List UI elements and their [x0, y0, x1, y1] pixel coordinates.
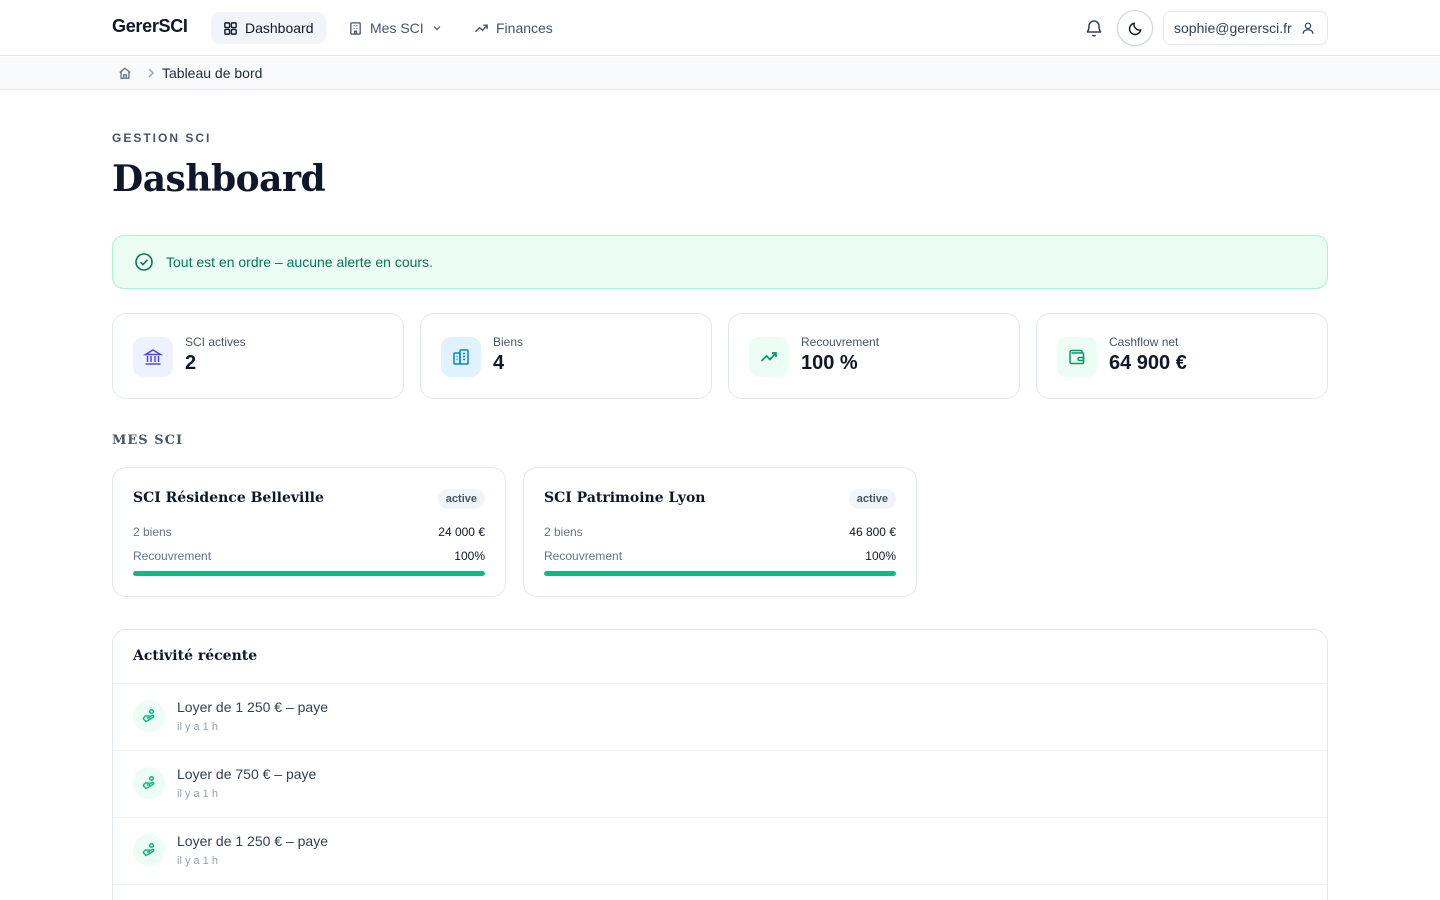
- building-icon: [350, 21, 361, 35]
- progress-fill: [133, 571, 485, 576]
- activity-item[interactable]: Loyer de 1 250 € – paye il y a 1 h: [113, 684, 1327, 751]
- stat-card-recouvrement: Recouvrement 100 %: [728, 313, 1020, 399]
- sci-name: SCI Patrimoine Lyon: [544, 490, 706, 506]
- user-icon: [1302, 22, 1314, 34]
- moon-icon: [1128, 21, 1142, 35]
- status-alert: Tout est en ordre – aucune alerte en cou…: [112, 235, 1328, 289]
- trending-up-icon: [749, 337, 789, 377]
- stat-card-cashflow: Cashflow net 64 900 €: [1036, 313, 1328, 399]
- user-menu-button[interactable]: sophie@gerersci.fr: [1163, 11, 1328, 45]
- recent-activity-panel: Activité récente Loyer de 1 250 € – paye…: [112, 629, 1328, 900]
- breadcrumb-current: Tableau de bord: [162, 65, 263, 81]
- stat-label: Cashflow net: [1109, 335, 1179, 349]
- stat-label: Biens: [493, 335, 524, 349]
- stat-value: 100 %: [801, 352, 858, 374]
- nav-dashboard[interactable]: Dashboard: [211, 12, 326, 44]
- trending-up-icon: [474, 24, 488, 32]
- page-title: Dashboard: [112, 158, 326, 200]
- page-eyebrow: GESTION SCI: [112, 131, 212, 145]
- activity-item-title: Loyer de 1 250 € – paye: [177, 833, 329, 849]
- bell-icon[interactable]: [1084, 18, 1104, 38]
- status-badge: active: [437, 489, 485, 509]
- sci-biens: 2 biens: [544, 525, 583, 539]
- nav-dashboard-label: Dashboard: [245, 20, 314, 36]
- wallet-icon: [1057, 337, 1097, 377]
- status-badge: active: [848, 489, 896, 509]
- stat-label: Recouvrement: [801, 335, 880, 349]
- recouvrement-progress-bar: [544, 571, 896, 576]
- sci-recouvrement-value: 100%: [454, 549, 485, 563]
- stat-card-biens: Biens 4: [420, 313, 712, 399]
- sci-amount: 24 000 €: [438, 525, 485, 539]
- sci-biens-row: 2 biens 24 000 €: [133, 525, 485, 539]
- activity-item-time: il y a 1 h: [177, 788, 218, 800]
- building-icon: [441, 337, 481, 377]
- section-title-mes-sci: MES SCI: [112, 433, 184, 448]
- stat-card-sci-actives: SCI actives 2: [112, 313, 404, 399]
- payment-icon: [133, 834, 165, 866]
- sci-card[interactable]: SCI Patrimoine Lyon active 2 biens 46 80…: [523, 467, 917, 597]
- nav-mes-sci-label: Mes SCI: [370, 20, 424, 36]
- stat-label: SCI actives: [185, 335, 246, 349]
- grid-icon: [224, 21, 237, 35]
- breadcrumb: Tableau de bord: [0, 57, 1440, 90]
- stat-value: 4: [493, 352, 505, 374]
- sci-recouvrement-row: Recouvrement 100%: [544, 549, 896, 563]
- home-icon[interactable]: [118, 66, 132, 80]
- user-email: sophie@gerersci.fr: [1174, 20, 1292, 36]
- recouvrement-progress-bar: [133, 571, 485, 576]
- stat-value: 64 900 €: [1109, 352, 1187, 374]
- sci-recouvrement-label: Recouvrement: [133, 549, 212, 563]
- app-logo[interactable]: GererSCI: [112, 16, 188, 36]
- progress-fill: [544, 571, 896, 576]
- sci-recouvrement-row: Recouvrement 100%: [133, 549, 485, 563]
- activity-item-time: il y a 1 h: [177, 855, 218, 867]
- activity-item-time: il y a 1 h: [177, 721, 218, 733]
- sci-amount: 46 800 €: [849, 525, 896, 539]
- alert-message: Tout est en ordre – aucune alerte en cou…: [166, 254, 433, 270]
- chevron-right-icon: [148, 68, 154, 78]
- sci-biens: 2 biens: [133, 525, 172, 539]
- activity-item-title: Loyer de 1 250 € – paye: [177, 699, 329, 715]
- nav-mes-sci[interactable]: Mes SCI: [336, 12, 455, 44]
- activity-item[interactable]: Loyer de 750 € – paye il y a 1 h: [113, 751, 1327, 818]
- sci-name: SCI Résidence Belleville: [133, 490, 324, 506]
- sci-card[interactable]: SCI Résidence Belleville active 2 biens …: [112, 467, 506, 597]
- sci-biens-row: 2 biens 46 800 €: [544, 525, 896, 539]
- activity-item[interactable]: Loyer de 1 250 € – paye il y a 1 h: [113, 818, 1327, 885]
- sci-recouvrement-value: 100%: [865, 549, 896, 563]
- theme-toggle-button[interactable]: [1117, 10, 1153, 46]
- nav-finances-label: Finances: [496, 20, 553, 36]
- activity-item-title: Loyer de 750 € – paye: [177, 766, 317, 782]
- stat-value: 2: [185, 352, 197, 374]
- bank-icon: [133, 337, 173, 377]
- nav-finances[interactable]: Finances: [462, 12, 565, 44]
- payment-icon: [133, 767, 165, 799]
- top-navbar: GererSCI Dashboard Mes SCI Finances soph…: [0, 0, 1440, 56]
- chevron-down-icon: [433, 26, 441, 31]
- activity-title: Activité récente: [113, 630, 1327, 684]
- sci-recouvrement-label: Recouvrement: [544, 549, 623, 563]
- check-circle-icon: [135, 253, 153, 271]
- payment-icon: [133, 700, 165, 732]
